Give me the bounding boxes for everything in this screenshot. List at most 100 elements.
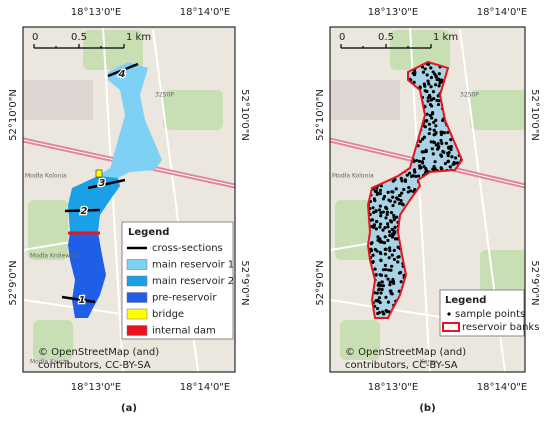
sample-point <box>379 283 383 288</box>
scale-label: 1 km <box>126 32 151 43</box>
map-frame <box>22 26 236 373</box>
legend-swatch <box>442 322 460 332</box>
sample-point <box>405 173 409 177</box>
sample-point <box>391 203 395 208</box>
sample-point <box>371 253 375 257</box>
scale-label: 1 km <box>433 32 458 43</box>
sample-point <box>376 298 380 303</box>
bottom-tick-label: 18°13'0"E <box>71 382 121 393</box>
sample-point <box>385 212 389 217</box>
sample-point <box>391 179 395 183</box>
sample-point <box>431 140 435 144</box>
sample-point <box>384 295 388 299</box>
map-a: 4 3 2 1 Modła Kolonia Modła Królewska Modła Ks… <box>23 27 235 372</box>
sample-point <box>413 170 417 174</box>
forest <box>28 200 68 260</box>
legend-label: pre-reservoir <box>152 293 217 304</box>
sample-point <box>432 120 436 124</box>
sample-point <box>378 222 383 226</box>
sample-point <box>392 218 396 222</box>
scale-label: 0.5 <box>378 32 394 43</box>
sample-point <box>386 277 390 281</box>
sample-point <box>430 104 434 108</box>
sample-point <box>394 187 398 191</box>
sample-point <box>440 130 445 135</box>
sample-point <box>420 160 424 164</box>
urban <box>23 80 93 120</box>
sample-point <box>416 174 421 178</box>
sample-point <box>424 166 428 171</box>
sample-point <box>437 72 441 76</box>
sample-point <box>414 174 418 178</box>
sample-point <box>431 70 435 74</box>
sample-point <box>397 193 402 198</box>
sample-point <box>421 137 425 141</box>
sample-point <box>380 280 384 284</box>
sample-point <box>399 176 403 180</box>
sample-point <box>397 201 402 206</box>
sample-point <box>392 257 397 261</box>
sample-point <box>372 197 376 201</box>
sample-point <box>374 273 378 277</box>
sample-point <box>378 188 383 192</box>
sample-point <box>369 247 373 251</box>
sample-point <box>400 179 404 183</box>
sample-point <box>395 197 400 201</box>
map-frame <box>329 26 526 373</box>
sample-point <box>378 237 382 241</box>
sample-point <box>437 84 441 88</box>
scale-label: 0 <box>339 32 345 43</box>
sample-point <box>377 287 381 291</box>
sample-point <box>375 291 379 295</box>
top-tick-label: 18°13'0"E <box>71 7 121 18</box>
sample-point <box>383 252 388 256</box>
legend-box <box>439 289 525 337</box>
pre-reservoir <box>68 232 106 318</box>
sample-point <box>387 256 391 260</box>
sample-point <box>392 232 396 236</box>
sample-point <box>379 291 383 295</box>
sample-point <box>437 77 441 81</box>
sample-point <box>440 141 444 145</box>
sample-point <box>429 98 433 102</box>
sample-point <box>401 203 405 207</box>
sample-point <box>418 166 422 170</box>
urban <box>330 80 400 120</box>
sample-point <box>395 215 399 219</box>
overlay: 18°13'0"E 18°13'0"E 18°14'0"E 18°14'0"E 52°1… <box>8 7 540 414</box>
main-reservoir-1 <box>98 62 162 182</box>
scale-bar <box>340 44 432 49</box>
sample-point <box>386 225 390 229</box>
sample-point <box>382 241 387 245</box>
attribution: © OpenStreetMap (and) <box>345 347 466 358</box>
sample-point <box>393 200 397 204</box>
sample-point <box>381 284 385 288</box>
sample-point <box>389 210 394 215</box>
sample-point <box>434 131 438 135</box>
bottom-tick-label: 18°14'0"E <box>477 382 527 393</box>
cross-section <box>107 62 139 78</box>
sample-point <box>371 206 375 210</box>
main-reservoir-2 <box>68 176 120 232</box>
sample-point <box>380 240 384 244</box>
reservoir-banks <box>366 60 464 319</box>
sample-point <box>386 222 390 226</box>
cross-section-label: 1 <box>79 295 86 306</box>
sample-point <box>390 235 395 239</box>
sample-point <box>446 130 450 135</box>
sample-point <box>386 238 390 243</box>
sample-point <box>425 73 429 77</box>
cross-section <box>61 295 96 304</box>
sample-point <box>437 144 441 149</box>
sample-point <box>423 125 427 129</box>
sample-point <box>399 280 403 284</box>
sample-point <box>426 79 430 83</box>
forest <box>33 320 73 360</box>
sample-point <box>392 281 396 285</box>
bridge <box>95 169 103 178</box>
sample-point <box>397 271 402 275</box>
panel-label: (a) <box>121 403 137 414</box>
sample-point <box>389 220 394 224</box>
sample-point <box>406 190 410 194</box>
legend-title: Legend <box>445 295 486 306</box>
